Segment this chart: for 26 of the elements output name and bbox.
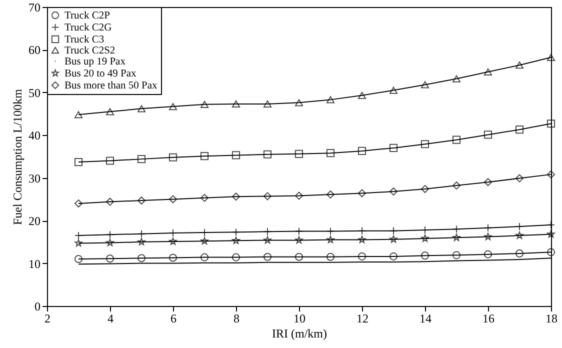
y-tick-label: 10 [28, 256, 40, 271]
x-tick-label: 18 [546, 312, 558, 326]
y-tick-label: 40 [28, 128, 40, 143]
legend-label: Truck C2P [64, 10, 110, 22]
legend-label: Bus more than 50 Pax [64, 80, 158, 92]
y-tick-label: 20 [28, 214, 40, 228]
x-tick-label: 12 [356, 312, 368, 326]
x-tick-label: 10 [294, 312, 306, 326]
legend-label: Bus up 19 Pax [64, 56, 126, 68]
x-tick-label: 16 [482, 312, 494, 326]
x-axis-title: IRI (m/km) [272, 326, 327, 340]
y-axis-title: Fuel Consumption L/100km [10, 88, 24, 226]
legend-label: Truck C2G [64, 22, 112, 34]
legend-label: Bus 20 to 49 Pax [64, 68, 138, 80]
x-tick-label: 2 [44, 312, 50, 326]
y-tick-label: 70 [28, 0, 40, 14]
y-tick-label: 0 [34, 300, 40, 314]
x-tick-label: 8 [234, 312, 240, 326]
legend-label: Truck C2S2 [64, 45, 116, 56]
y-tick-label: 30 [28, 171, 40, 186]
x-tick-label: 4 [108, 312, 114, 326]
x-tick-label: 6 [170, 312, 176, 326]
legend-label: Truck C3 [64, 34, 104, 46]
y-tick-label: 60 [28, 43, 40, 58]
y-tick-label: 50 [28, 86, 40, 100]
x-tick-label: 14 [420, 312, 432, 326]
